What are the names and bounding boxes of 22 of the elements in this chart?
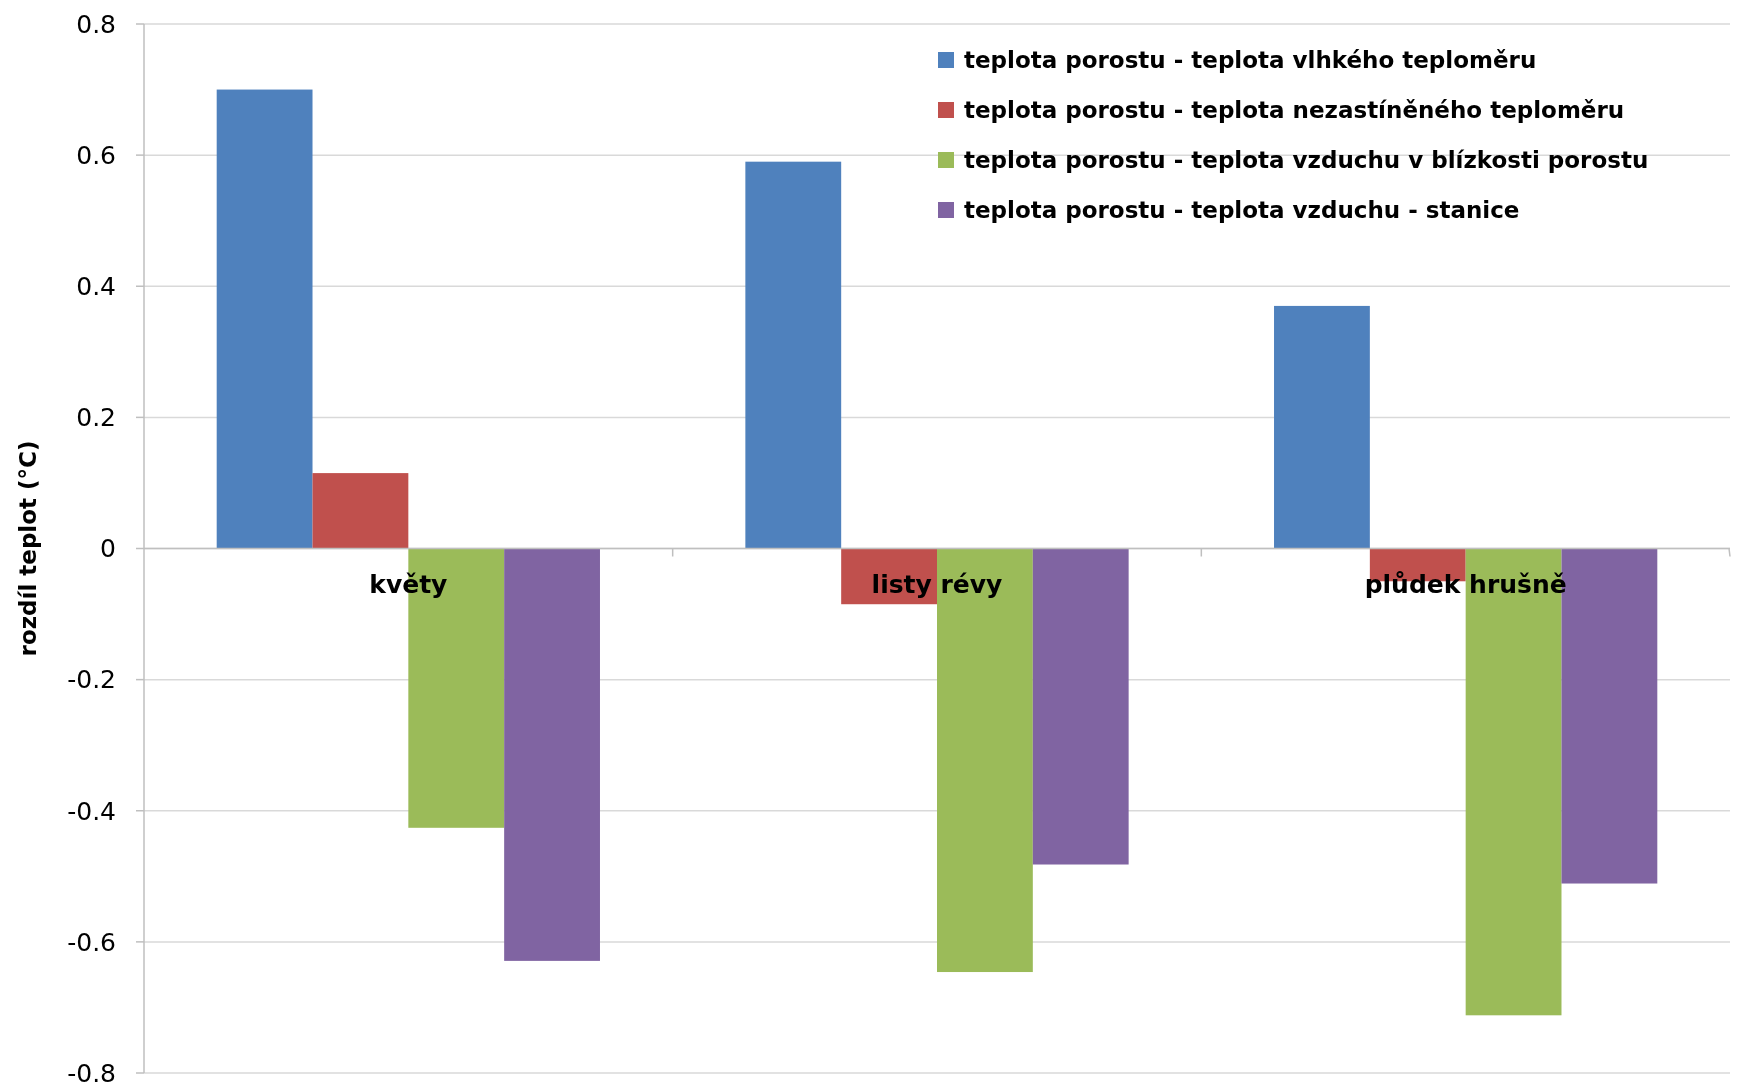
y-tick-label: -0.4 (67, 796, 116, 826)
x-tick-label: listy révy (871, 569, 1003, 599)
y-tick-label: 0 (100, 534, 116, 564)
y-tick-label: -0.2 (67, 665, 116, 695)
y-tick-label: 0.8 (76, 9, 116, 39)
legend-label: teplota porostu - teplota vzduchu - stanice (964, 197, 1520, 224)
bar (1032, 548, 1129, 865)
bar (745, 161, 842, 549)
legend-label: teplota porostu - teplota vlhkého teploměru (964, 47, 1537, 74)
bar (937, 548, 1033, 973)
bar (312, 473, 409, 549)
legend-label: teplota porostu - teplota nezastíněného teploměru (964, 97, 1625, 124)
y-tick-label: 0.6 (76, 140, 116, 170)
y-axis-title: rozdíl teplot (°C) (15, 440, 41, 657)
bar (216, 89, 313, 549)
y-tick-label: -0.8 (67, 1058, 116, 1088)
y-tick-label: -0.6 (67, 927, 116, 957)
bar (504, 548, 600, 961)
bar (1274, 305, 1370, 549)
y-tick-label: 0.4 (76, 272, 116, 301)
y-tick-label: 0.2 (76, 403, 116, 433)
legend-label: teplota porostu - teplota vzduchu v blízkosti porostu (964, 147, 1649, 174)
